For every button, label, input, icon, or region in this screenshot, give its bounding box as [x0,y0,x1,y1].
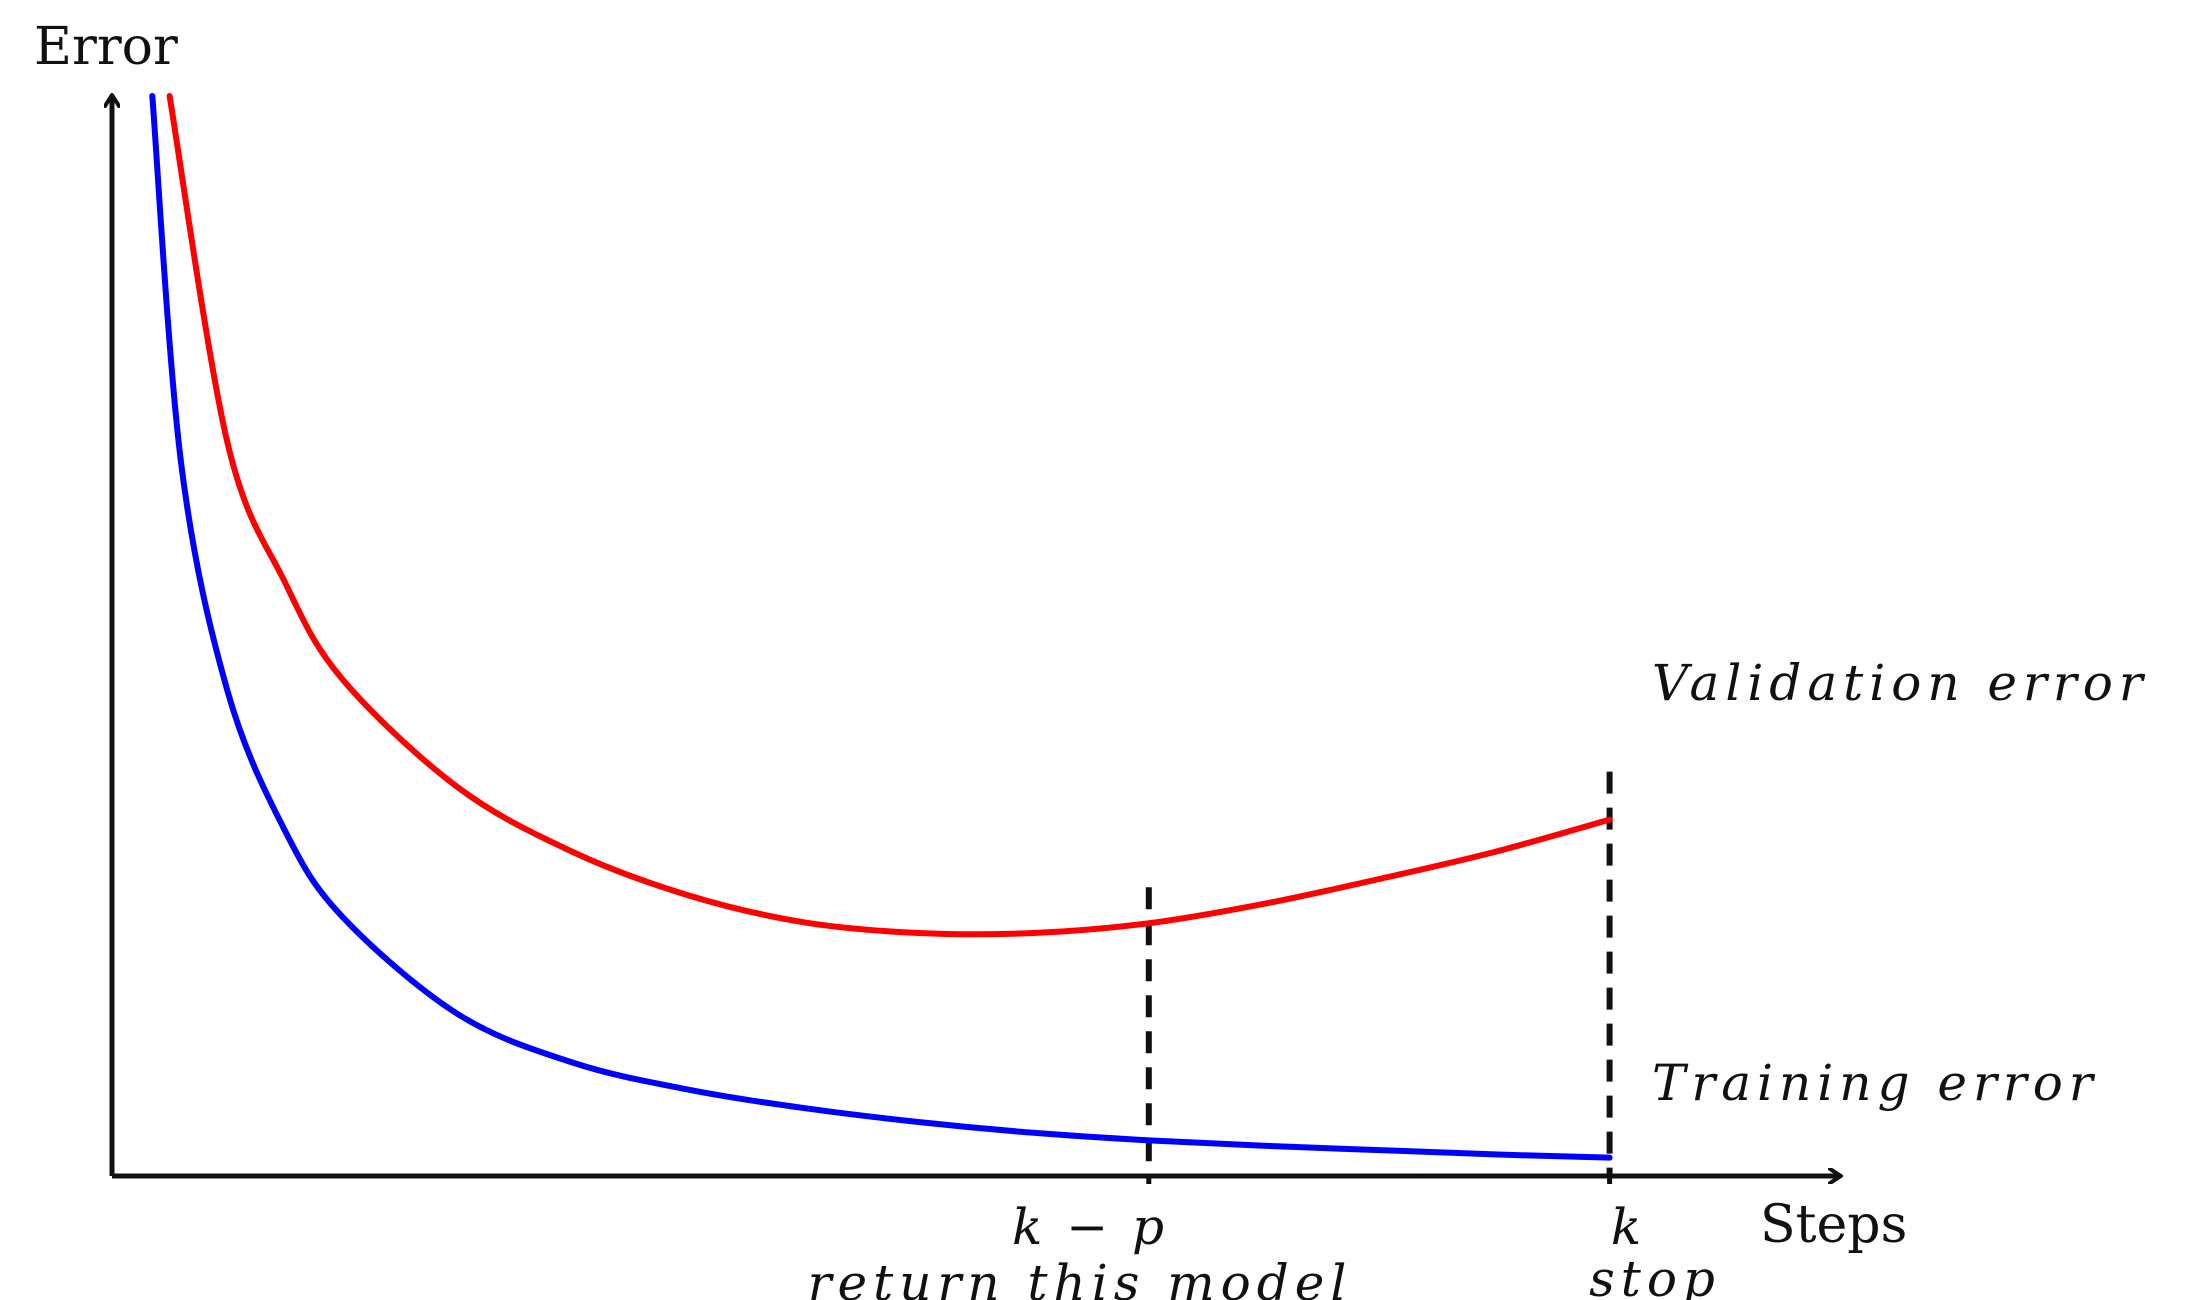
y-axis-label: Error [34,17,178,77]
marker-k-caption: stop [1589,1250,1721,1300]
validation-error-curve [166,93,1613,938]
marker-k-minus-p-caption: return this model [808,1254,1353,1300]
training-error-label: Training error [1652,1054,2099,1112]
marker-k-minus-p-label: k − p [1012,1198,1168,1256]
x-axis-label: Steps [1760,1195,1907,1255]
validation-error-label: Validation error [1652,654,2149,712]
training-error-curve [149,93,1613,1161]
marker-group [1145,771,1613,1184]
marker-k-label: k [1611,1198,1645,1256]
series-group [149,93,1613,1161]
